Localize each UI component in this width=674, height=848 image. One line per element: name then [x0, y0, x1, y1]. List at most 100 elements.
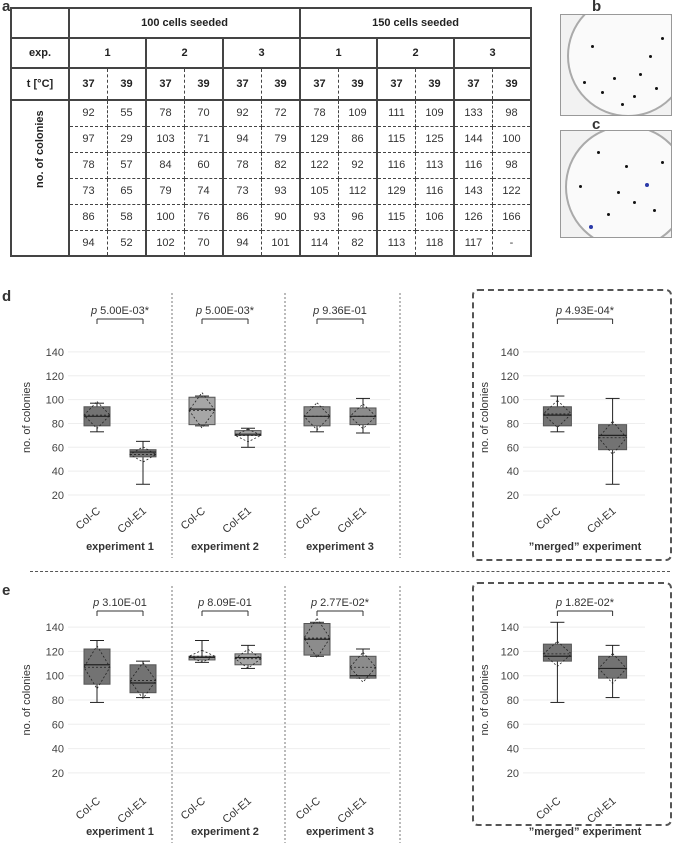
- category-label: Col-C: [534, 795, 563, 822]
- petri-dish-image-b: [560, 14, 672, 116]
- table-cell: 118: [415, 229, 455, 257]
- category-label: Col-C: [294, 505, 323, 532]
- y-tick-label: 120: [501, 371, 519, 383]
- table-cell: 78: [68, 151, 108, 179]
- y-axis-label: no. of colonies: [21, 664, 33, 735]
- table-cell: 76: [184, 203, 224, 231]
- table-exp-number: 1: [299, 37, 378, 69]
- mean-diamond: [188, 391, 216, 429]
- category-label: Col-E1: [585, 505, 618, 536]
- table-cell: 115: [376, 203, 416, 231]
- table-cell: 97: [68, 125, 108, 153]
- y-tick-label: 100: [46, 395, 64, 407]
- y-tick-label: 60: [507, 442, 519, 454]
- table-cell: 82: [261, 151, 301, 179]
- table-exp-number: 3: [453, 37, 532, 69]
- y-tick-label: 20: [507, 768, 519, 780]
- category-label: Col-E1: [335, 795, 368, 826]
- mean-diamond: [234, 428, 262, 443]
- p-value-label: p 1.82E-02*: [555, 597, 615, 609]
- table-cell: 113: [376, 229, 416, 257]
- table-exp-label: exp.: [10, 37, 70, 69]
- petri-dish-image-c: [560, 130, 672, 238]
- table-cell: 86: [222, 203, 262, 231]
- p-symbol: p: [92, 597, 102, 609]
- table-cell: 92: [338, 151, 378, 179]
- category-label: Col-E1: [220, 795, 253, 826]
- y-tick-label: 100: [501, 671, 519, 683]
- table-cell: 114: [299, 229, 339, 257]
- table-cell: 122: [492, 177, 532, 205]
- y-tick-label: 80: [507, 418, 519, 430]
- experiment-title: experiment 1: [86, 826, 154, 838]
- y-tick-label: 140: [46, 622, 64, 634]
- table-temp-value: 37: [376, 67, 416, 101]
- box-iqr: [129, 664, 157, 694]
- mean-diamond: [598, 652, 628, 684]
- table-cell: 70: [184, 229, 224, 257]
- table-cell: 79: [145, 177, 185, 205]
- table-cell: 103: [145, 125, 185, 153]
- panel-letter-a: a: [2, 0, 11, 15]
- p-symbol: p: [90, 305, 100, 317]
- y-tick-label: 140: [501, 347, 519, 359]
- table-cell: 73: [222, 177, 262, 205]
- experiment-title: experiment 3: [306, 541, 374, 553]
- p-value-label: p 9.36E-01: [312, 305, 367, 317]
- table-cell: 86: [338, 125, 378, 153]
- experiment-title: ”merged” experiment: [529, 541, 642, 553]
- table-cell: 93: [299, 203, 339, 231]
- y-tick-label: 40: [52, 744, 64, 756]
- y-tick-label: 60: [52, 719, 64, 731]
- p-value-label: p 5.00E-03*: [195, 305, 255, 317]
- table-cell: 60: [184, 151, 224, 179]
- category-label: Col-C: [294, 795, 323, 822]
- category-label: Col-C: [74, 795, 103, 822]
- p-value-label: p 5.00E-03*: [90, 305, 150, 317]
- table-cell: 94: [222, 125, 262, 153]
- table-temp-value: 37: [145, 67, 185, 101]
- y-tick-label: 20: [52, 490, 64, 502]
- table-temp-value: 39: [338, 67, 378, 101]
- table-cell: 122: [299, 151, 339, 179]
- y-axis-label: no. of colonies: [479, 664, 491, 735]
- table-temp-value: 39: [492, 67, 532, 101]
- category-label: Col-E1: [220, 505, 253, 536]
- category-label: Col-C: [179, 795, 208, 822]
- table-cell: 78: [222, 151, 262, 179]
- box-iqr: [188, 396, 216, 426]
- category-label: Col-E1: [585, 795, 618, 826]
- table-exp-number: 2: [145, 37, 224, 69]
- table-cell: 92: [68, 99, 108, 127]
- table-cell: 166: [492, 203, 532, 231]
- y-tick-label: 20: [52, 768, 64, 780]
- table-cell: 109: [338, 99, 378, 127]
- y-tick-label: 80: [52, 695, 64, 707]
- p-value: 1.82E-02*: [565, 597, 615, 609]
- experiment-title: experiment 3: [306, 826, 374, 838]
- table-cell: 109: [415, 99, 455, 127]
- table-cell: 79: [261, 125, 301, 153]
- table-cell: 113: [415, 151, 455, 179]
- merged-box-d: [472, 289, 672, 561]
- p-symbol: p: [197, 597, 207, 609]
- mean-diamond: [598, 420, 628, 455]
- table-row-label-cell: no. of colonies: [10, 99, 70, 257]
- box-iqr: [542, 643, 572, 662]
- table-temp-value: 37: [68, 67, 108, 101]
- table-cell: 98: [492, 151, 532, 179]
- experiment-title: experiment 2: [191, 541, 259, 553]
- y-tick-label: 60: [52, 442, 64, 454]
- table-group-header: 150 cells seeded: [299, 7, 532, 39]
- category-label: Col-E1: [115, 505, 148, 536]
- y-tick-label: 60: [507, 719, 519, 731]
- table-temp-label: t [°C]: [10, 67, 70, 101]
- p-symbol: p: [555, 305, 565, 317]
- p-value: 8.09E-01: [207, 597, 252, 609]
- table-exp-number: 2: [376, 37, 455, 69]
- table-cell: -: [492, 229, 532, 257]
- mean-diamond: [542, 640, 573, 667]
- table-cell: 112: [338, 177, 378, 205]
- y-tick-label: 100: [46, 671, 64, 683]
